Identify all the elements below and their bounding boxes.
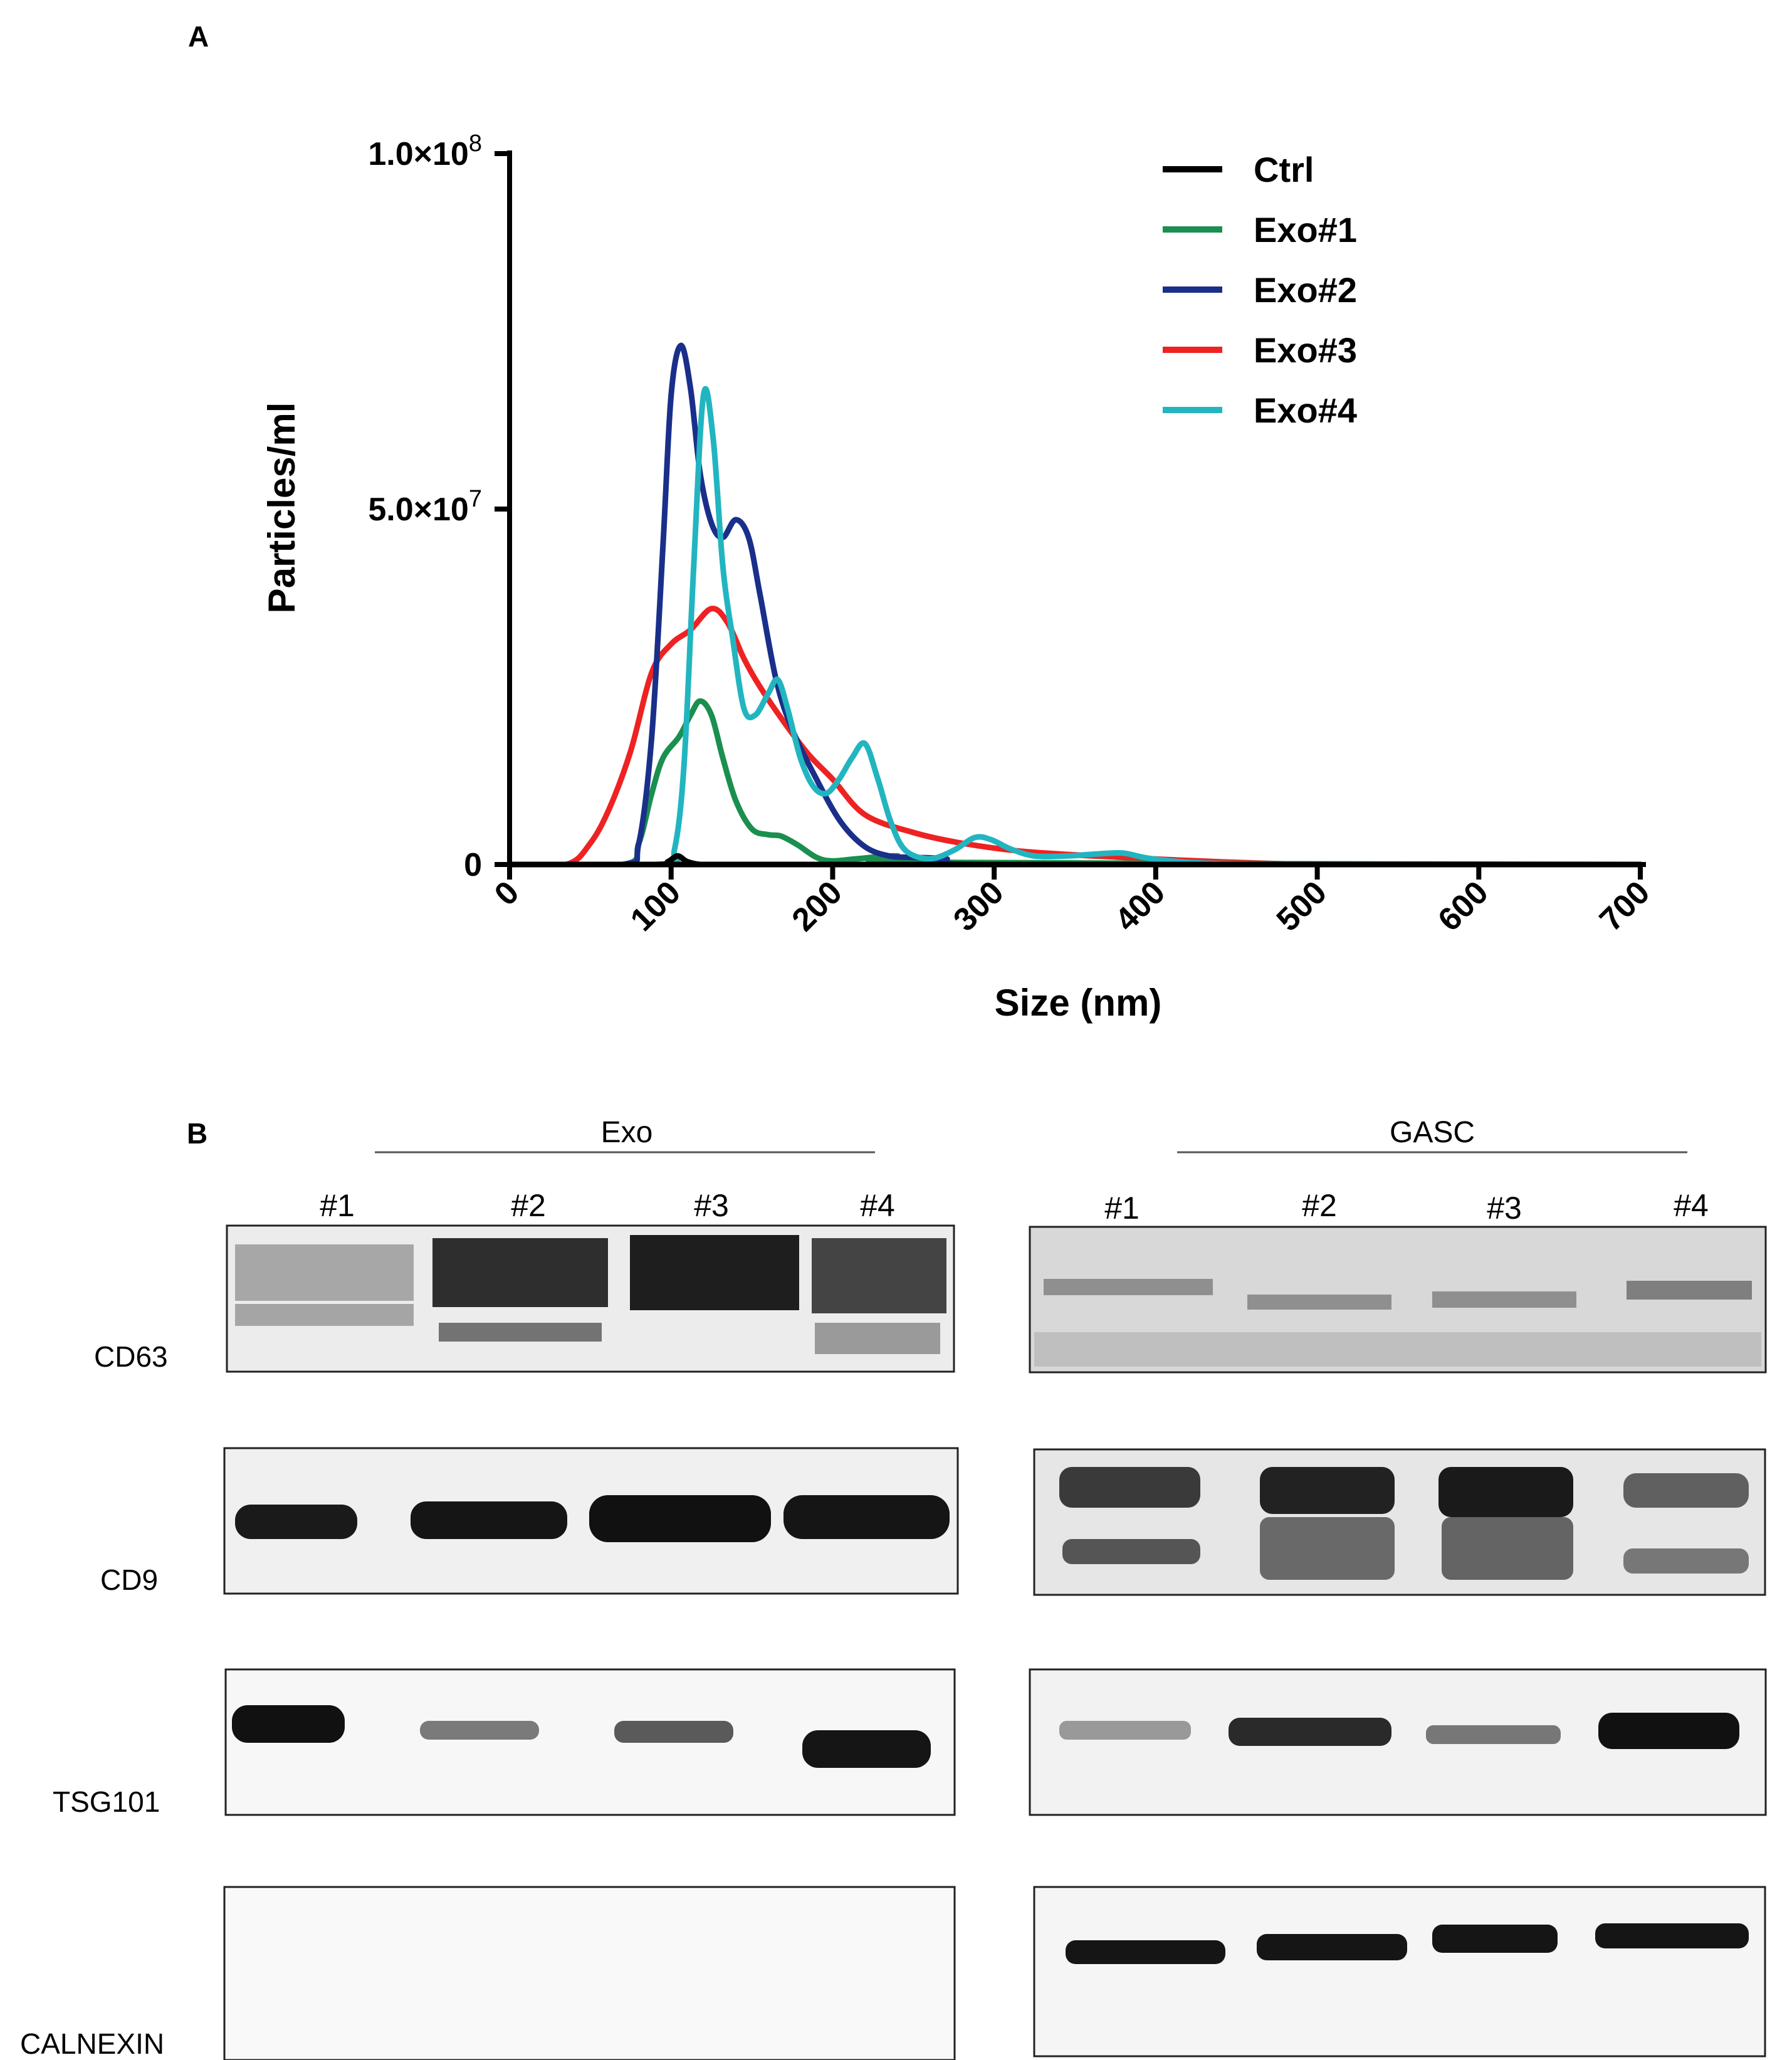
x-tick-labels: 0 100 200 300 400 500 600 700	[488, 874, 1657, 938]
blot-band	[1426, 1725, 1561, 1744]
blot-band	[432, 1238, 608, 1307]
y-tick-label: 1.0×108	[368, 130, 482, 172]
x-tick-label: 200	[785, 874, 849, 938]
blot-band	[232, 1705, 345, 1743]
blot-band	[1432, 1925, 1558, 1953]
legend-label: Exo#2	[1254, 270, 1357, 310]
exo-lane-label: #3	[694, 1188, 729, 1223]
blot-band	[1257, 1934, 1407, 1960]
blot-cd63-gasc	[1029, 1226, 1767, 1374]
protein-label-cd9: CD9	[100, 1563, 158, 1596]
blot-tsg101-gasc	[1029, 1668, 1767, 1816]
blot-band	[1595, 1923, 1749, 1948]
series-line-exo1	[506, 698, 1643, 868]
blot-band	[1044, 1279, 1213, 1295]
blot-cd9-exo	[223, 1447, 959, 1595]
blot-band	[589, 1495, 771, 1542]
blot-band	[411, 1501, 567, 1539]
blot-band	[420, 1721, 539, 1740]
blot-band	[1623, 1548, 1749, 1574]
gasc-lane-label: #1	[1104, 1190, 1140, 1226]
x-tick-label: 600	[1431, 874, 1495, 938]
blot-band	[1260, 1467, 1395, 1514]
blot-calnexin-gasc	[1033, 1886, 1766, 2057]
blot-band	[235, 1304, 414, 1326]
protein-label-tsg101: TSG101	[53, 1785, 160, 1818]
legend-label: Exo#1	[1254, 210, 1357, 250]
x-tick-label: 0	[488, 874, 526, 912]
legend: Ctrl Exo#1 Exo#2 Exo#3 Exo#4	[1163, 150, 1357, 430]
y-tick-label: 0	[464, 847, 482, 883]
blot-band	[1229, 1718, 1391, 1746]
panel-a-label: A	[188, 20, 209, 53]
y-axis-label: Particles/ml	[261, 402, 303, 614]
western-blot-panel: Exo GASC #1 #2 #3 #4 #1 #2 #3 #4 CD63 CD…	[20, 1116, 1767, 2060]
blot-frame	[223, 1886, 956, 2060]
legend-label: Exo#4	[1254, 391, 1357, 430]
series-line-exo4	[506, 386, 1579, 868]
x-tick-label: 300	[946, 874, 1010, 938]
x-tick-label: 400	[1108, 874, 1172, 938]
blot-band	[1598, 1713, 1739, 1749]
panel-b-label: B	[187, 1117, 207, 1150]
blot-band	[614, 1721, 733, 1743]
blot-band	[815, 1323, 940, 1354]
y-tick-labels: 0 5.0×107 1.0×108	[368, 130, 482, 883]
legend-label: Ctrl	[1254, 150, 1314, 189]
exo-group-label: Exo	[601, 1116, 653, 1149]
protein-label-cd63: CD63	[94, 1340, 168, 1373]
exo-lane-label: #1	[320, 1188, 355, 1223]
gasc-group-label: GASC	[1390, 1116, 1475, 1149]
x-tick-label: 700	[1593, 874, 1657, 938]
blot-band	[235, 1505, 357, 1539]
blot-band	[1442, 1517, 1573, 1580]
blot-band	[1059, 1721, 1191, 1740]
blot-band	[439, 1323, 602, 1342]
blot-cd9-gasc	[1033, 1448, 1766, 1596]
blot-band	[1627, 1281, 1752, 1300]
blot-band	[783, 1495, 950, 1539]
blot-band	[1066, 1940, 1225, 1964]
exo-lane-label: #4	[860, 1188, 895, 1223]
blot-tsg101-exo	[224, 1668, 956, 1816]
blot-band	[235, 1244, 414, 1301]
series-line-exo2	[506, 342, 1643, 868]
x-tick-label: 500	[1270, 874, 1334, 938]
blot-band	[802, 1730, 931, 1768]
blot-band	[1247, 1295, 1391, 1310]
gasc-lane-label: #3	[1487, 1190, 1522, 1226]
gasc-lane-label: #2	[1302, 1188, 1337, 1223]
blot-frame	[1033, 1886, 1766, 2057]
blot-band	[1623, 1473, 1749, 1508]
blot-cd63-exo	[226, 1224, 955, 1373]
protein-label-calnexin: CALNEXIN	[20, 2027, 164, 2060]
blot-band	[1059, 1467, 1200, 1508]
blot-band	[1260, 1517, 1395, 1580]
x-axis-label: Size (nm)	[995, 982, 1162, 1024]
blot-band	[1034, 1332, 1761, 1367]
y-tick-label: 5.0×107	[368, 486, 482, 528]
blot-band	[1062, 1539, 1200, 1564]
series-lines	[506, 342, 1643, 868]
blot-band	[630, 1235, 799, 1310]
exo-lane-label: #2	[511, 1188, 546, 1223]
blot-band	[1432, 1291, 1576, 1308]
gasc-lane-label: #4	[1674, 1188, 1709, 1223]
size-distribution-chart: 0 5.0×107 1.0×108 0 100 200 300 400 500 600 700 S…	[261, 130, 1657, 1024]
blot-band	[812, 1238, 946, 1313]
blot-band	[1438, 1467, 1573, 1517]
x-tick-label: 100	[624, 874, 688, 938]
legend-label: Exo#3	[1254, 330, 1357, 370]
blot-calnexin-exo	[223, 1886, 956, 2060]
